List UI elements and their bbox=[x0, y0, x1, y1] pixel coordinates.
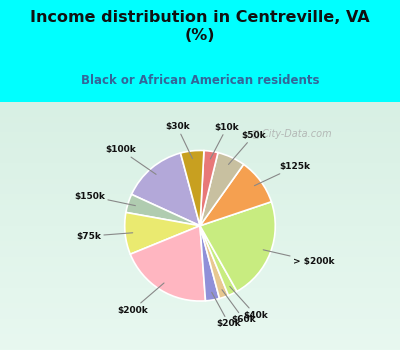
Wedge shape bbox=[200, 226, 228, 299]
Wedge shape bbox=[200, 150, 218, 226]
Text: $200k: $200k bbox=[117, 283, 164, 315]
Wedge shape bbox=[200, 226, 237, 295]
Wedge shape bbox=[125, 212, 200, 254]
Text: $150k: $150k bbox=[74, 191, 136, 206]
Wedge shape bbox=[200, 202, 275, 291]
Wedge shape bbox=[200, 153, 244, 226]
Text: $60k: $60k bbox=[222, 290, 256, 324]
Text: $40k: $40k bbox=[230, 286, 268, 320]
Wedge shape bbox=[126, 194, 200, 226]
Text: $50k: $50k bbox=[228, 131, 266, 164]
Wedge shape bbox=[180, 150, 204, 226]
Text: Income distribution in Centreville, VA
(%): Income distribution in Centreville, VA (… bbox=[30, 10, 370, 43]
Text: $30k: $30k bbox=[165, 122, 192, 159]
Text: $125k: $125k bbox=[254, 162, 311, 186]
Text: > $200k: > $200k bbox=[263, 250, 334, 266]
Text: $10k: $10k bbox=[210, 123, 239, 159]
Text: ⓘ City-Data.com: ⓘ City-Data.com bbox=[253, 129, 331, 139]
Text: $20k: $20k bbox=[212, 292, 241, 328]
Wedge shape bbox=[130, 226, 206, 301]
Wedge shape bbox=[132, 153, 200, 226]
Wedge shape bbox=[200, 164, 271, 226]
Wedge shape bbox=[200, 226, 220, 301]
Text: Black or African American residents: Black or African American residents bbox=[81, 74, 319, 86]
Text: $75k: $75k bbox=[76, 232, 133, 241]
Text: $100k: $100k bbox=[105, 145, 156, 174]
